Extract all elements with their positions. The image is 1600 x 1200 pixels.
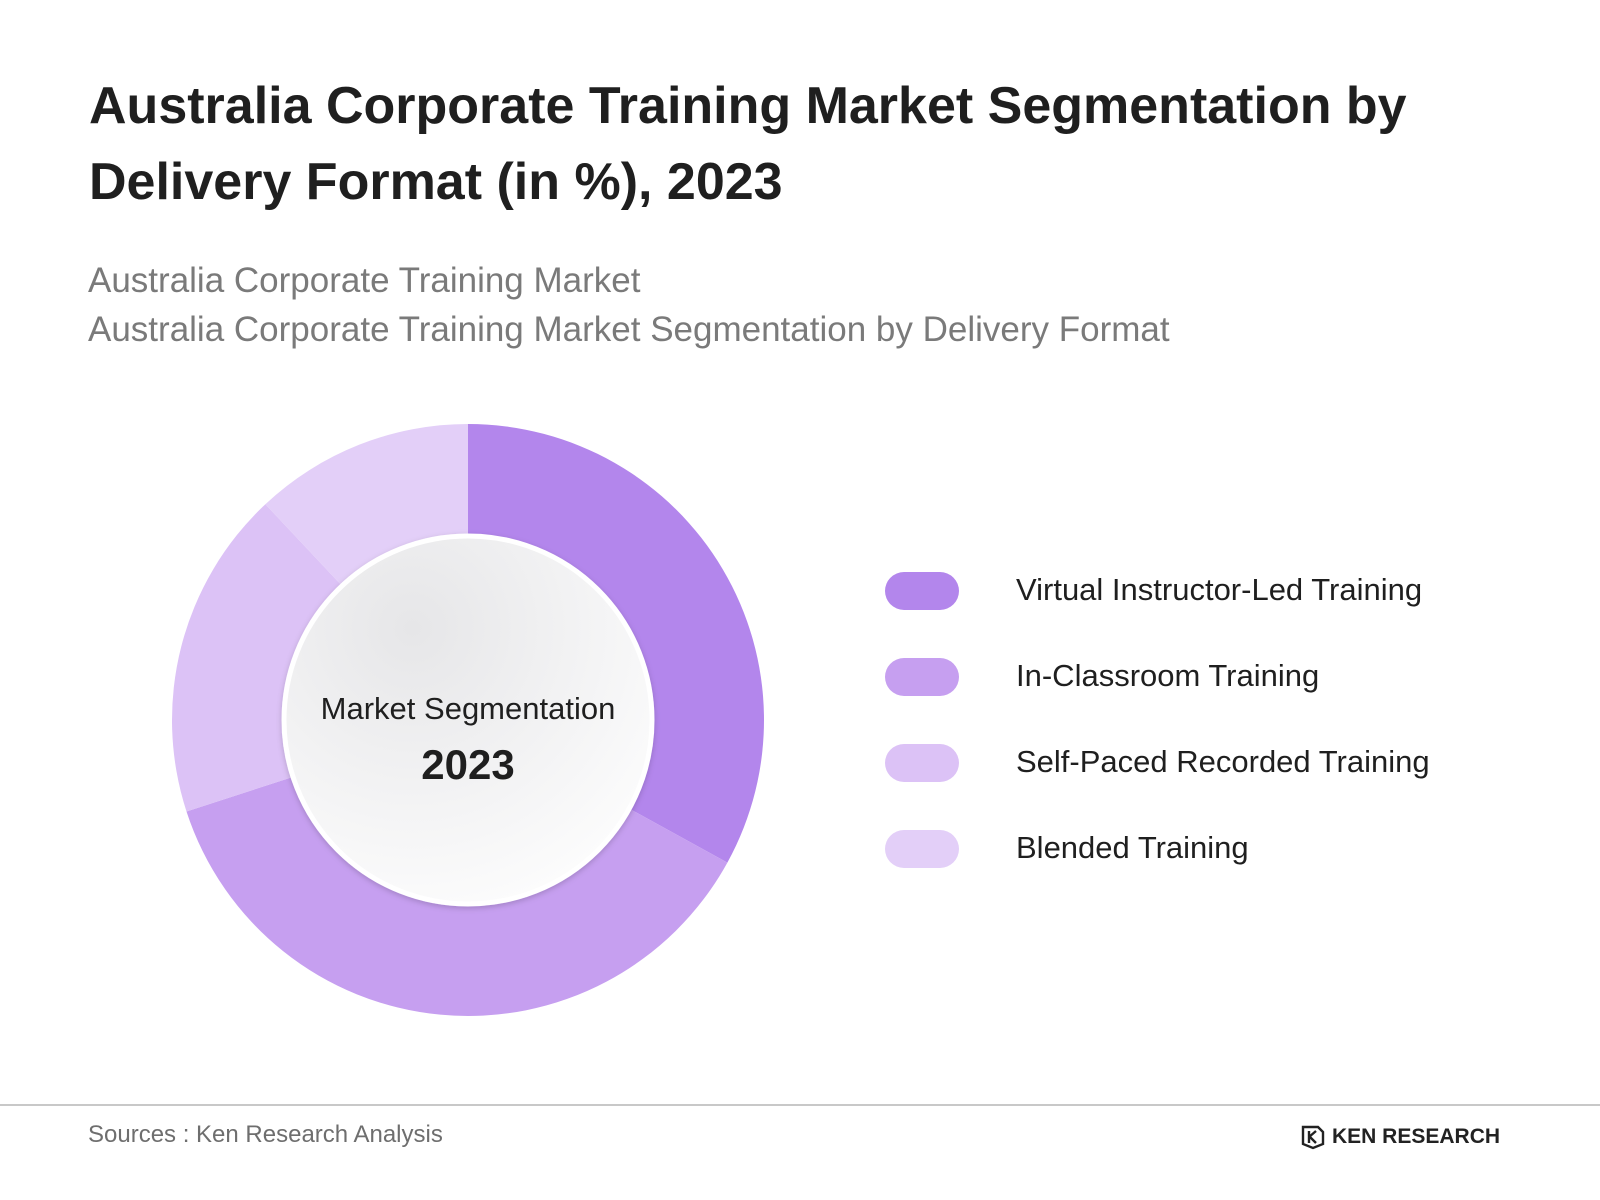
donut-slice-virtual-instructor-led-training: [468, 424, 765, 863]
donut-center-disc: [281, 533, 655, 907]
footer-divider: [0, 1104, 1600, 1106]
brand-logo: KEN RESEARCH: [1300, 1124, 1500, 1150]
subtitle-segmentation: Australia Corporate Training Market Segm…: [88, 310, 1170, 349]
legend-item-blended: Blended Training: [885, 828, 1505, 868]
legend-label: Virtual Instructor-Led Training: [1016, 572, 1423, 607]
chart-title: Australia Corporate Training Market Segm…: [89, 77, 1407, 211]
legend-label: In-Classroom Training: [1016, 658, 1320, 693]
legend-item-virtual-instructor-led: Virtual Instructor-Led Training: [885, 570, 1505, 610]
center-label: Market Segmentation: [321, 691, 616, 726]
legend-swatch: [885, 572, 959, 610]
donut-slice-in-classroom-training: [186, 777, 728, 1017]
donut-slice-self-paced-recorded-training: [172, 504, 341, 812]
legend-swatch: [885, 744, 959, 782]
ken-research-logo-icon: [1301, 1125, 1325, 1150]
legend-item-self-paced-recorded: Self-Paced Recorded Training: [885, 742, 1505, 782]
legend-swatch: [885, 658, 959, 696]
subtitle-market: Australia Corporate Training Market: [88, 261, 641, 300]
legend-swatch: [885, 830, 959, 868]
donut-chart: Market Segmentation 2023: [172, 424, 765, 1017]
donut-slice-blended-training: [265, 424, 468, 585]
brand-name: KEN RESEARCH: [1332, 1125, 1501, 1148]
source-note: Sources : Ken Research Analysis: [88, 1121, 443, 1148]
donut-slices: [172, 424, 765, 1017]
legend-label: Blended Training: [1016, 830, 1249, 865]
center-year: 2023: [421, 741, 514, 788]
subtitle-block: Australia Corporate Training Market Aust…: [88, 256, 1170, 354]
legend-label: Self-Paced Recorded Training: [1016, 744, 1430, 779]
legend-item-in-classroom: In-Classroom Training: [885, 656, 1505, 696]
